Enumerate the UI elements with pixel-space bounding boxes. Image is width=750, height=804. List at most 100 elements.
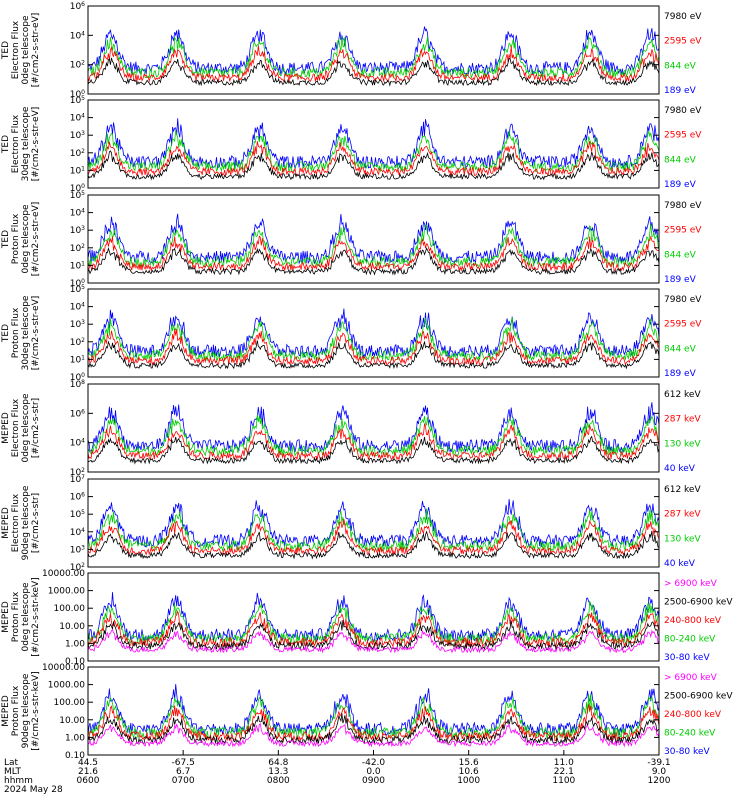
panel-4: 105 104 103 102 101 100 TED Proton Flux 30deg te…: [1, 284, 702, 384]
panel-7-traces: [88, 592, 659, 654]
panel-8: 10000.00 1000.00 100.00 10.00 1.00 0.10 MEPED P…: [1, 663, 733, 761]
trace-2595-ev: [88, 141, 659, 177]
y-tick-label: 105: [70, 509, 85, 521]
y-tick-label: 0.10: [65, 657, 85, 667]
time-axis: Lat 44.5 -67.5 64.8 -42.0 15.6 11.0 -39.1 MLT 21.…: [4, 750, 671, 795]
legend-entry: 612 keV: [664, 390, 701, 400]
trace-7980-ev: [88, 57, 659, 87]
y-tick-label: 100.00: [54, 604, 86, 614]
y-tick-label: 10000.00: [42, 569, 85, 579]
panel-frame: [87, 288, 660, 378]
legend-entry: 30-80 keV: [664, 653, 710, 663]
y-tick-label: 100.00: [54, 698, 86, 708]
y-tick-label: 105: [70, 190, 85, 202]
y-axis-label-line: 30deg telescope: [21, 295, 31, 370]
y-axis-label-line: 0deg telescope: [21, 204, 31, 274]
y-tick-label: 1000.00: [48, 681, 85, 691]
x-tick-label: 9.0: [652, 767, 667, 777]
y-axis-label-line: TED: [1, 135, 11, 154]
trace--6900-kev: [88, 628, 659, 654]
legend-entry: 40 keV: [664, 559, 696, 569]
legend-entry: 844 eV: [664, 61, 697, 71]
legend-entry: > 6900 keV: [664, 673, 718, 683]
y-axis-label-line: [#/cm2-s-str-eV]: [31, 107, 41, 182]
y-axis-label-line: [#/cm2-s-str-eV]: [31, 296, 41, 371]
y-axis-label: MEPED Proton Flux 90deg telescope [#/cm2-s-…: [1, 671, 41, 750]
y-tick-label: 10.00: [59, 716, 85, 726]
y-tick-label: 104: [70, 30, 85, 42]
trace-287-kev: [88, 519, 659, 556]
panel-frame: [87, 478, 660, 568]
y-tick-label: 102: [70, 242, 85, 254]
x-tick-label: 0.0: [366, 767, 381, 777]
trace-7980-ev: [88, 340, 659, 370]
legend-entry: 240-800 keV: [664, 616, 722, 626]
trace-2595-ev: [88, 45, 659, 83]
legend-entry: > 6900 keV: [664, 579, 718, 589]
panel-6-traces: [88, 499, 659, 560]
x-tick-label: 44.5: [78, 758, 98, 768]
x-tick-label: -67.5: [172, 758, 195, 768]
legend-entry: 2500-6900 keV: [664, 598, 733, 608]
y-tick-label: 0.10: [65, 751, 85, 761]
y-tick-label: 100: [70, 278, 85, 290]
y-tick-label: 102: [70, 147, 85, 159]
x-tick-label: 1100: [552, 776, 575, 786]
y-axis-label-line: TED: [1, 230, 11, 249]
legend-entry: 189 eV: [664, 369, 697, 379]
legend-entry: 2595 eV: [664, 131, 702, 141]
legend-entry: 40 keV: [664, 464, 696, 474]
y-tick-label: 104: [70, 437, 85, 449]
trace-2595-ev: [88, 235, 659, 273]
panel-5: 108 106 104 102 MEPED Electron Flux 0deg teles…: [1, 379, 701, 479]
y-axis-label-line: Electron Flux: [11, 398, 21, 457]
legend-entry: 7980 eV: [664, 201, 702, 211]
trace-40-kev: [88, 402, 659, 454]
y-axis-label-line: [#/cm2-s-str-keV]: [31, 577, 41, 656]
y-axis-label-line: [#/cm2-s-str]: [31, 398, 41, 458]
y-tick-label: 100: [70, 89, 85, 101]
y-axis-label: MEPED Electron Flux 0deg telescope [#/cm2-s…: [1, 393, 41, 463]
y-tick-label: 103: [70, 544, 85, 556]
y-tick-label: 1000.00: [48, 587, 85, 597]
panel-2-traces: [88, 118, 659, 181]
y-axis-label-line: Proton Flux: [11, 591, 21, 642]
trace-2500-6900-kev: [88, 620, 659, 652]
y-axis-label-line: 0deg telescope: [21, 582, 31, 652]
y-tick-label: 106: [70, 408, 85, 420]
y-axis-label-line: Proton Flux: [11, 213, 21, 264]
panel-3-traces: [88, 213, 659, 276]
y-axis-label-line: Proton Flux: [11, 307, 21, 358]
trace-80-240-kev: [88, 693, 659, 740]
legend-entry: 844 eV: [664, 344, 697, 354]
y-tick-label: 104: [70, 526, 85, 538]
legend-entry: 80-240 keV: [664, 635, 716, 645]
y-tick-label: 10000.00: [42, 663, 85, 673]
trace-844-ev: [88, 130, 659, 173]
y-tick-label: 10.00: [59, 622, 85, 632]
legend-entry: 2595 eV: [664, 226, 702, 236]
x-tick-label: 1200: [648, 776, 671, 786]
y-tick-label: 104: [70, 301, 85, 313]
y-axis-label: TED Proton Flux 30deg telescope [#/cm2-s-st…: [1, 295, 41, 370]
y-axis-label-line: 0deg telescope: [21, 393, 31, 463]
y-tick-label: 102: [70, 467, 85, 479]
legend-entry: 130 keV: [664, 534, 701, 544]
panel-frame: [87, 383, 660, 473]
y-axis-label-line: MEPED: [1, 412, 11, 444]
legend-entry: 287 keV: [664, 415, 701, 425]
y-axis-label-line: [#/cm2-s-str]: [31, 493, 41, 553]
trace-612-kev: [88, 435, 659, 465]
trace-130-kev: [88, 508, 659, 553]
y-tick-label: 107: [70, 474, 85, 486]
date-label: 2024 May 28: [4, 785, 63, 795]
x-tick-label: -39.1: [647, 758, 670, 768]
panel-frame: [87, 99, 660, 189]
legend-entry: 287 keV: [664, 510, 701, 520]
y-axis-label: TED Electron Flux 0deg telescope [#/cm2-s-s…: [1, 13, 41, 88]
panel-2: 105 104 103 102 101 100 TED Electron Flux 30deg …: [1, 95, 702, 195]
trace-844-ev: [88, 35, 659, 80]
y-tick-label: 101: [70, 165, 85, 177]
